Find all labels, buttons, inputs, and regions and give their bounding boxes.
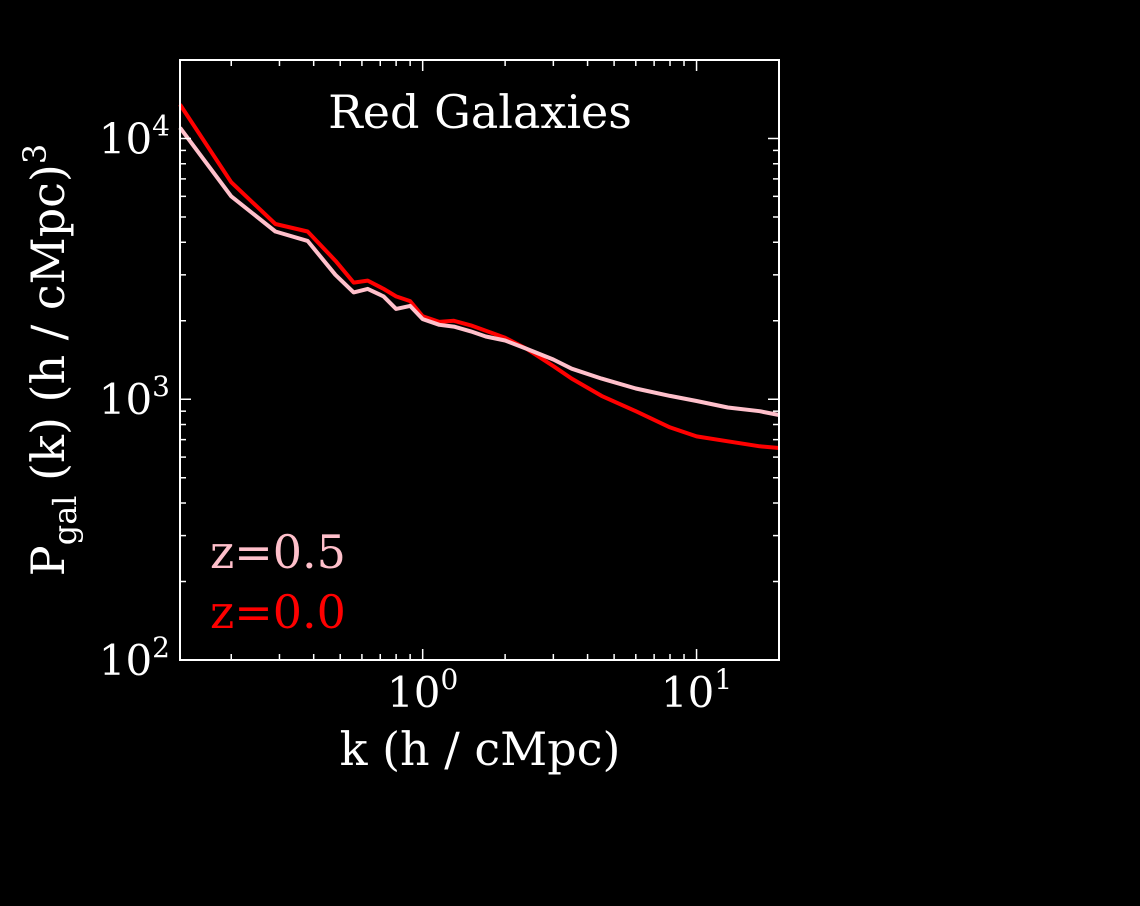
y-tick-label-base: 10 [99, 636, 152, 685]
legend-label-z00: z=0.0 [210, 585, 346, 639]
y-tick-label-base: 10 [99, 114, 152, 163]
x-tick-label-base: 10 [387, 668, 440, 717]
series-line-0 [178, 126, 780, 417]
x-axis-label: k (h / cMpc) [340, 722, 621, 776]
y-tick-label-exponent: 3 [152, 370, 170, 403]
axes-frame [179, 59, 780, 661]
y-tick-label-exponent: 4 [152, 109, 170, 142]
y-axis-label-subscript: gal [46, 495, 84, 545]
y-tick-label-0: 102 [99, 631, 170, 685]
chart-title: Red Galaxies [328, 85, 632, 139]
y-axis-label: Pgal (k) (h / cMpc)3 [16, 144, 84, 576]
x-tick-label-exponent: 1 [714, 663, 732, 696]
y-tick-label-2: 104 [99, 109, 170, 163]
plot-area [178, 59, 780, 661]
y-axis-label-main: P [21, 545, 75, 576]
y-tick-label-exponent: 2 [152, 631, 170, 664]
series-layer [178, 103, 780, 450]
y-axis-label-superscript: 3 [16, 144, 54, 164]
x-tick-label-base: 10 [661, 668, 714, 717]
y-tick-label-base: 10 [99, 375, 152, 424]
series-line-1 [178, 103, 780, 450]
x-tick-label-exponent: 0 [440, 663, 458, 696]
x-tick-label-1: 101 [661, 663, 732, 717]
legend-label-z05: z=0.5 [210, 525, 346, 579]
x-tick-labels: 100 101 [387, 663, 732, 717]
y-tick-label-1: 103 [99, 370, 170, 424]
x-tick-label-0: 100 [387, 663, 458, 717]
ticks-layer [180, 59, 780, 661]
y-axis-label-rest: (k) (h / cMpc) [21, 164, 75, 495]
